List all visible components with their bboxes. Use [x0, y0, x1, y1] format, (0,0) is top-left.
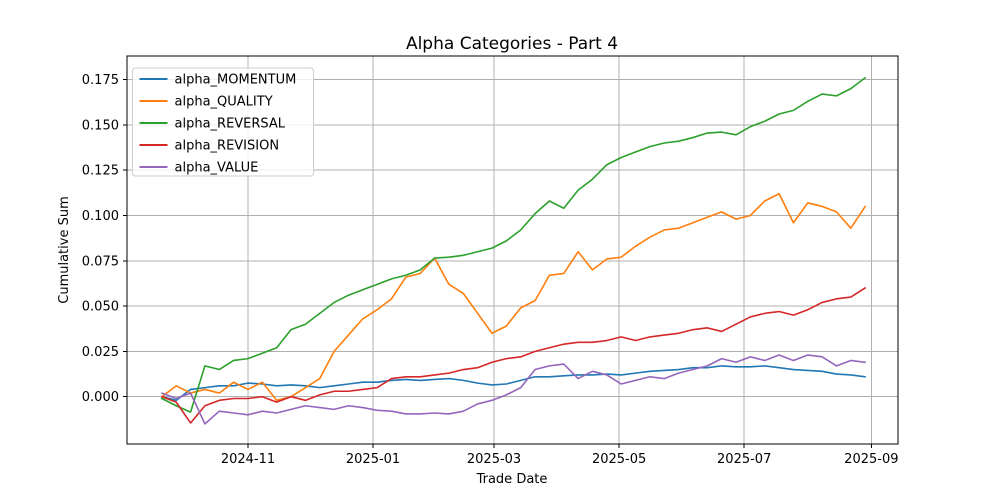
chart-title: Alpha Categories - Part 4: [406, 34, 618, 54]
legend-label: alpha_MOMENTUM: [175, 73, 297, 88]
legend-label: alpha_VALUE: [175, 161, 259, 176]
y-axis-label: Cumulative Sum: [57, 196, 72, 304]
x-tick-label: 2025-03: [467, 452, 521, 467]
legend-item-alpha_MOMENTUM: alpha_MOMENTUM: [139, 73, 297, 88]
legend-item-alpha_VALUE: alpha_VALUE: [139, 161, 259, 176]
axis-ticks: 0.000 0.025 0.050 0.075 0.100 0.125 0.150 0.175…: [82, 73, 899, 467]
y-tick-label: 0.175: [82, 73, 119, 88]
legend-item-alpha_REVERSAL: alpha_REVERSAL: [139, 117, 286, 132]
legend-label: alpha_REVERSAL: [175, 117, 286, 132]
x-axis-label: Trade Date: [476, 472, 548, 487]
y-tick-label: 0.000: [82, 390, 119, 405]
series-line-alpha_VALUE: [161, 354, 866, 425]
legend-label: alpha_REVISION: [175, 139, 280, 154]
x-tick-label: 2025-05: [592, 452, 646, 467]
y-tick-label: 0.125: [82, 164, 119, 179]
legend: alpha_MOMENTUM alpha_QUALITY alpha_REVERSA…: [132, 67, 314, 177]
x-tick-label: 2024-11: [221, 452, 275, 467]
axes-spines: [126, 55, 899, 445]
series-line-alpha_QUALITY: [161, 192, 866, 402]
y-tick-label: 0.025: [82, 345, 119, 360]
series-line-alpha_MOMENTUM: [161, 365, 866, 402]
series-line-alpha_REVERSAL: [161, 76, 866, 413]
x-tick-label: 2025-09: [844, 452, 898, 467]
y-tick-label: 0.075: [82, 254, 119, 269]
legend-box: [132, 67, 314, 177]
legend-label: alpha_QUALITY: [175, 95, 273, 110]
x-tick-label: 2025-01: [346, 452, 400, 467]
data-series: [161, 76, 866, 425]
y-tick-label: 0.050: [82, 300, 119, 315]
x-tick-label: 2025-07: [717, 452, 771, 467]
series-line-alpha_REVISION: [161, 287, 866, 424]
y-tick-label: 0.100: [82, 209, 119, 224]
legend-item-alpha_QUALITY: alpha_QUALITY: [139, 95, 273, 110]
legend-item-alpha_REVISION: alpha_REVISION: [139, 139, 280, 154]
y-tick-label: 0.150: [82, 118, 119, 133]
